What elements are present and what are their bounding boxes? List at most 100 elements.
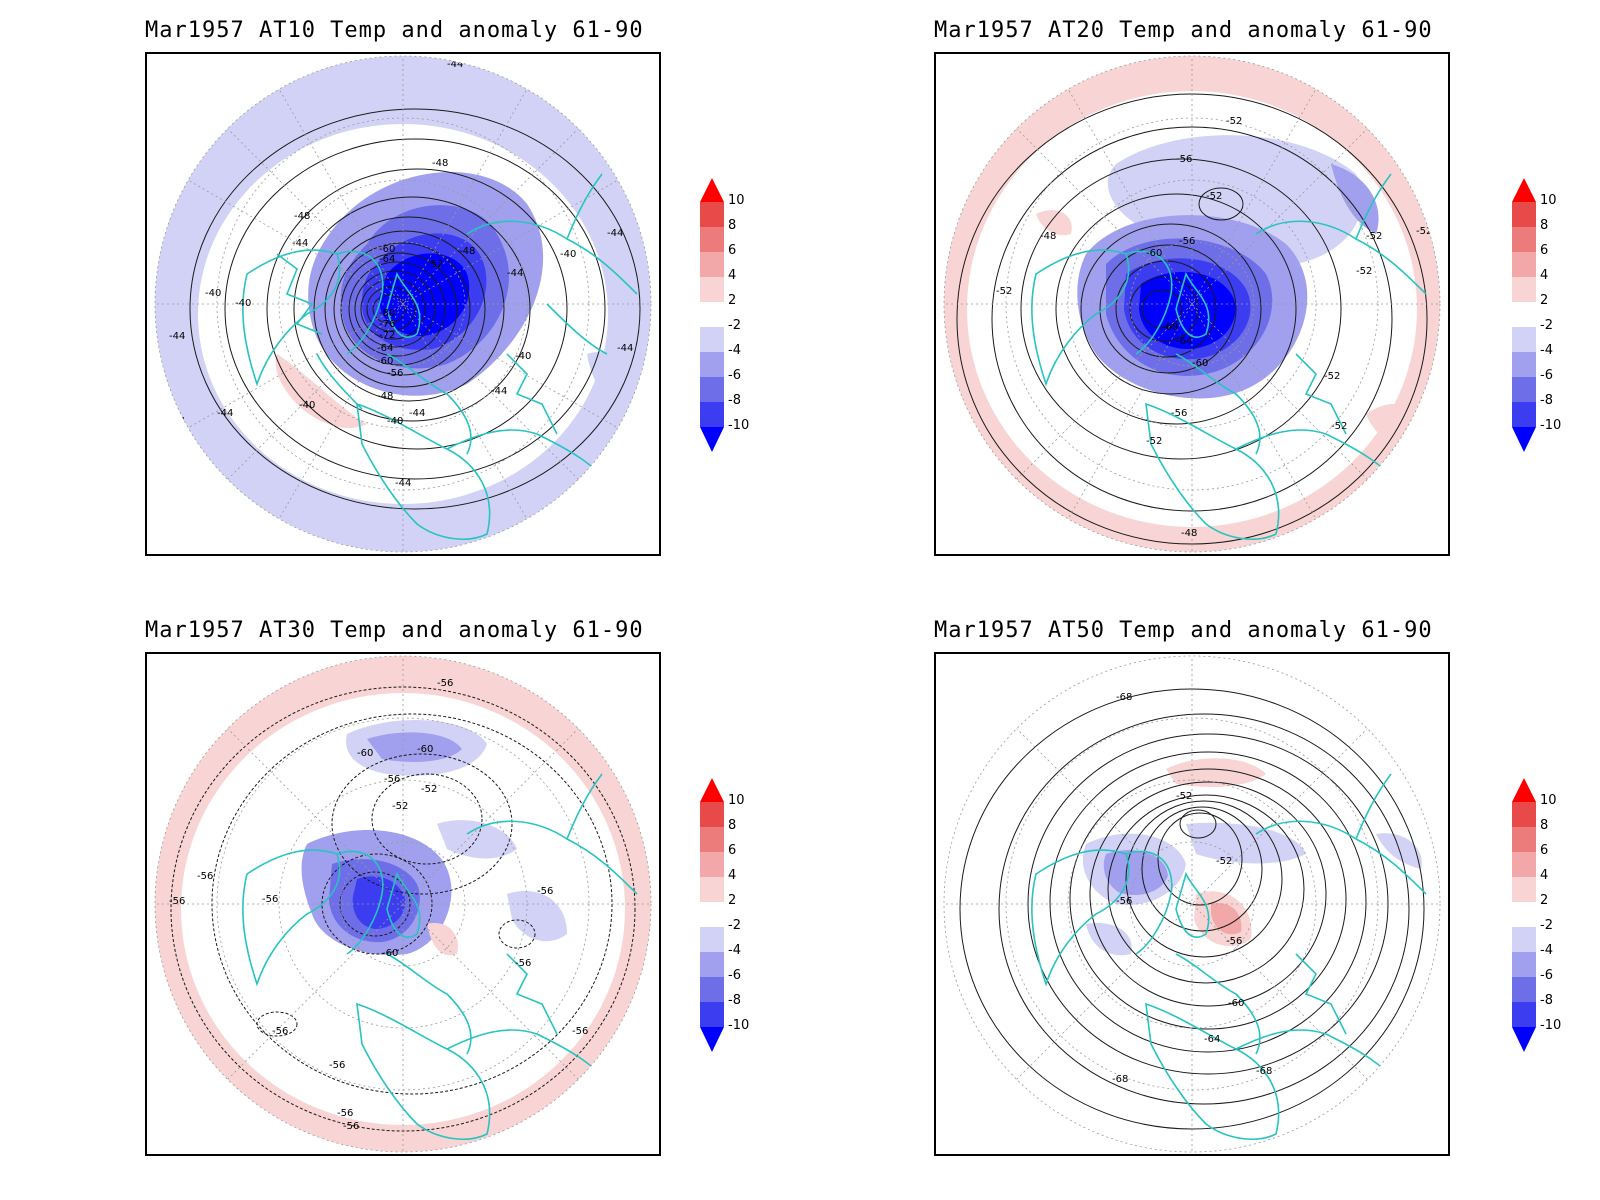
- contour-label: -56: [384, 774, 400, 785]
- contour-label: -52: [1324, 371, 1340, 382]
- contour-label-group: -44 -48 -48 -44 -40 -40 -44 -60 -64 -52 …: [169, 59, 633, 489]
- contour-label-group: -56 -60 -60 -56 -52 -52 -56 -56 -56 -56 …: [169, 678, 588, 1132]
- colorbar-label: -2: [1540, 318, 1553, 333]
- contour-label: -60: [1228, 998, 1244, 1009]
- colorbar-label: -2: [728, 318, 741, 333]
- colorbar-label: -6: [728, 968, 741, 983]
- contour-label: -56: [272, 1026, 288, 1037]
- graticule: [944, 656, 1440, 1152]
- panel-title: Mar1957 AT50 Temp and anomaly 61-90: [934, 618, 1433, 643]
- anomaly-region: [1103, 850, 1168, 896]
- contour-label: -72: [379, 330, 395, 341]
- anomaly-region: [379, 253, 470, 337]
- contour-label: -56: [387, 368, 403, 379]
- polar-map: -56 -60 -60 -56 -52 -52 -56 -56 -56 -56 …: [145, 652, 661, 1156]
- colorbar-label: 2: [1540, 893, 1549, 908]
- colorbar-label: -8: [728, 393, 741, 408]
- colorbar-label: -10: [728, 1018, 750, 1033]
- contour-label: -48: [294, 211, 310, 222]
- contour-label: -64: [1176, 336, 1192, 347]
- contour-label: -52: [1331, 421, 1347, 432]
- colorbar-label: 4: [1540, 868, 1549, 883]
- colorbar-label: 8: [1540, 218, 1549, 233]
- contour-label: -60: [357, 748, 373, 759]
- colorbar-label: 10: [1540, 193, 1557, 208]
- contour-label: -64: [379, 254, 395, 265]
- contour-label: -44: [217, 408, 233, 419]
- colorbar-label: 6: [728, 243, 737, 258]
- graticule: [155, 656, 651, 1152]
- panel-title: Mar1957 AT10 Temp and anomaly 61-90: [145, 18, 644, 43]
- contour-label: -40: [299, 400, 315, 411]
- graticule: [944, 56, 1440, 552]
- contour-label: -44: [491, 386, 507, 397]
- anomaly-region: [1036, 210, 1072, 236]
- contour-label-group: -68 -52 -52 -56 -56 -60 -64 -68 -68: [1112, 692, 1272, 1085]
- contour-label: -56: [1179, 236, 1195, 247]
- coastlines: [1031, 773, 1427, 1140]
- colorbar-label: 10: [1540, 793, 1557, 808]
- colorbar-label: 2: [728, 293, 737, 308]
- contour-label: -44: [507, 268, 523, 279]
- contour-label: -56: [329, 1060, 345, 1071]
- colorbar-label: -10: [1540, 1018, 1562, 1033]
- colorbar-label: -8: [1540, 993, 1553, 1008]
- anomaly-region: [1211, 903, 1242, 935]
- colorbar-label: -2: [728, 918, 741, 933]
- contour-label: -48: [432, 158, 448, 169]
- contour-label: -56: [537, 886, 553, 897]
- contour-label: -56: [1171, 408, 1187, 419]
- colorbar-label: 6: [728, 843, 737, 858]
- contour-label: -68: [1162, 322, 1178, 333]
- panel-at50: Mar1957 AT50 Temp and anomaly 61-90: [800, 600, 1600, 1200]
- map-svg: -56 -52 -48 -60 -56 -52 -52 -52 -52 -52 …: [943, 55, 1441, 553]
- colorbar: 10 8 6 4 2 -2 -4 -6 -8 -10: [1512, 778, 1572, 1058]
- colorbar-label: -4: [728, 943, 741, 958]
- contour-label: -40: [205, 288, 221, 299]
- contour-label: -60: [379, 244, 395, 255]
- colorbar-label: 6: [1540, 843, 1549, 858]
- contour-label: -60: [417, 744, 433, 755]
- colorbar-label: -4: [1540, 943, 1553, 958]
- colorbar-label: -6: [1540, 368, 1553, 383]
- colorbar-label: 4: [728, 268, 737, 283]
- contour-label: -40: [387, 416, 403, 427]
- contour-label: -56: [515, 958, 531, 969]
- contour-label: -76: [379, 319, 395, 330]
- contour-label: -56: [262, 894, 278, 905]
- colorbar: 10 8 6 4 2 -2 -4 -6 -8 -10: [700, 178, 760, 458]
- colorbar-label: 8: [728, 218, 737, 233]
- contour-label: -56: [169, 896, 185, 907]
- contour-label: -52: [1416, 226, 1432, 237]
- contour-label: -68: [1256, 1066, 1272, 1077]
- polar-map: -44 -48 -48 -44 -40 -40 -44 -60 -64 -52 …: [145, 52, 661, 556]
- anomaly-region: [507, 890, 567, 942]
- map-svg: -68 -52 -52 -56 -56 -60 -64 -68 -68: [943, 655, 1441, 1153]
- anomaly-region: [1166, 758, 1266, 787]
- contour-label: -80: [379, 308, 395, 319]
- contour-label: -48: [459, 246, 475, 257]
- contour-label: -44: [607, 228, 623, 239]
- panel-title: Mar1957 AT20 Temp and anomaly 61-90: [934, 18, 1433, 43]
- colorbar-label: 10: [728, 193, 745, 208]
- colorbar-label: 2: [728, 893, 737, 908]
- contour-label: -40: [560, 249, 576, 260]
- colorbar-label: 8: [728, 818, 737, 833]
- anomaly-region: [367, 732, 462, 762]
- colorbar-svg: [700, 778, 724, 1052]
- panel-title: Mar1957 AT30 Temp and anomaly 61-90: [145, 618, 644, 643]
- contour-label: -60: [1146, 248, 1162, 259]
- anomaly-region: [587, 352, 630, 414]
- colorbar-label: 4: [728, 868, 737, 883]
- polar-map: -56 -52 -48 -60 -56 -52 -52 -52 -52 -52 …: [934, 52, 1450, 556]
- anomaly-region: [1086, 923, 1132, 956]
- contour-label: -56: [337, 1108, 353, 1119]
- anomaly-region: [427, 923, 458, 956]
- map-svg: -56 -60 -60 -56 -52 -52 -56 -56 -56 -56 …: [154, 655, 652, 1153]
- contour-label: -44: [409, 408, 425, 419]
- colorbar-label: 6: [1540, 243, 1549, 258]
- contour-label: -52: [1216, 856, 1232, 867]
- anomaly-region: [1376, 833, 1422, 869]
- contour-label: -52: [421, 784, 437, 795]
- contour-label: -40: [515, 351, 531, 362]
